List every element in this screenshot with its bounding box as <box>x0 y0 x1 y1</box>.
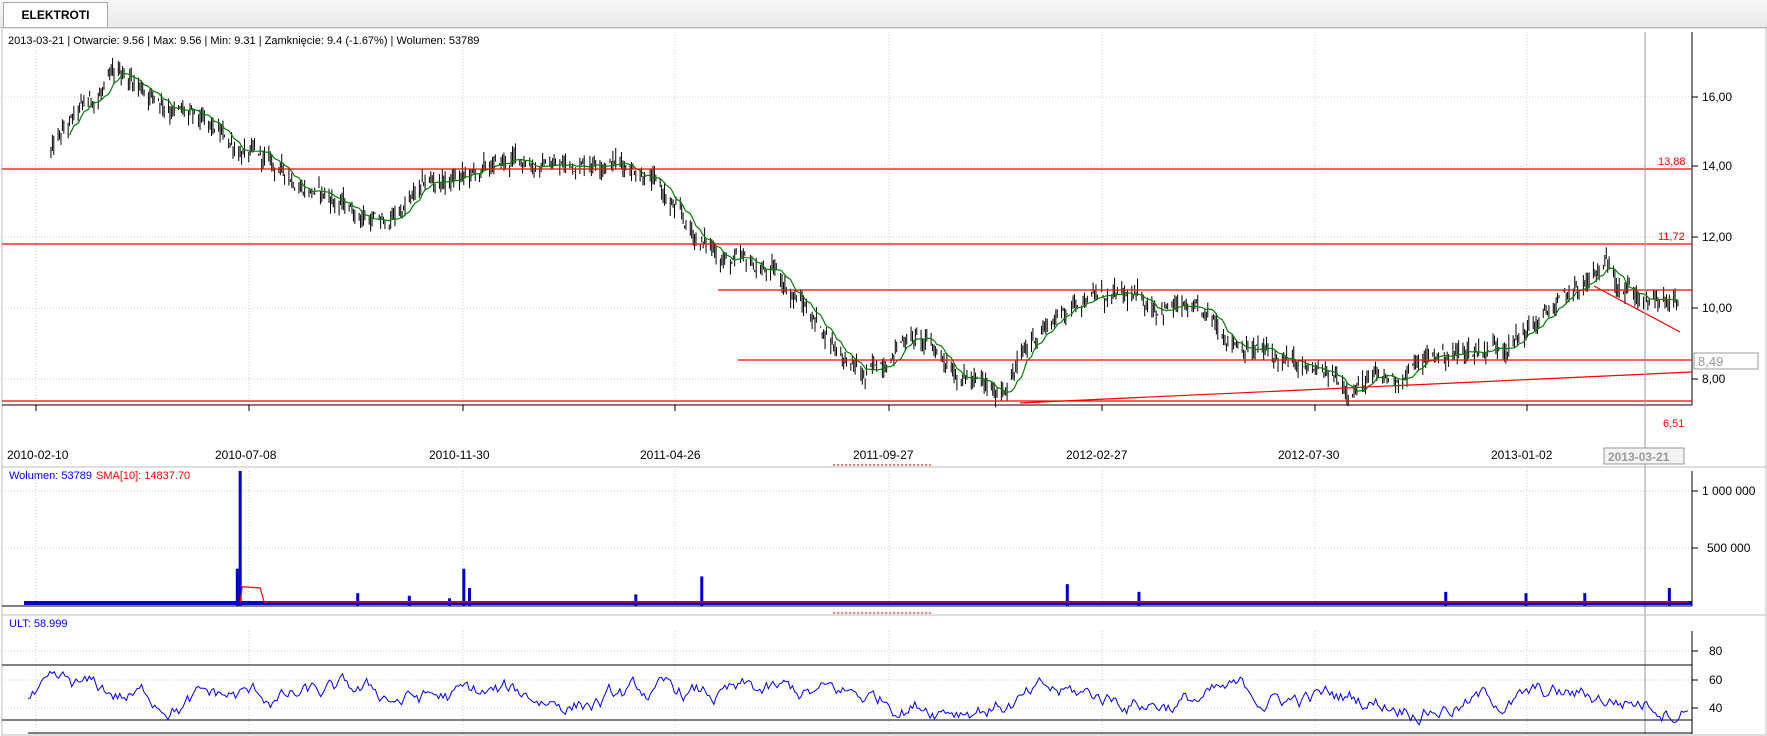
volume-bar <box>700 576 704 606</box>
price-sma-line <box>69 72 1679 393</box>
volume-bar <box>238 471 242 606</box>
volume-bar <box>356 593 360 606</box>
ult-line <box>27 670 1689 726</box>
volume-bar <box>1065 584 1069 606</box>
volume-bar <box>468 588 472 606</box>
volume-tick-500000: 500 000 <box>1707 541 1751 555</box>
cursor-date-label: 2013-03-21 <box>1608 450 1670 464</box>
ult-tick-80: 80 <box>1709 644 1723 658</box>
price-y-ticks: 16,00 14,00 12,00 10,00 8,00 <box>1692 90 1732 386</box>
volume-bar <box>235 568 239 606</box>
x-label-2013-01-02: 2013-01-02 <box>1491 448 1553 462</box>
level-label-6-51: 6,51 <box>1663 418 1684 430</box>
volume-bar <box>1524 593 1528 606</box>
volume-baseline-bars <box>24 601 1692 605</box>
price-tick-12: 12,00 <box>1702 230 1732 244</box>
x-axis-ticks <box>35 405 1528 411</box>
price-tick-8: 8,00 <box>1702 372 1726 386</box>
x-label-2010-11-30: 2010-11-30 <box>429 448 490 462</box>
volume-gridlines <box>2 471 1692 606</box>
volume-bar <box>1667 588 1671 606</box>
ult-tick-60: 60 <box>1709 673 1723 687</box>
volume-sma-info-label: SMA[10]: 14837.70 <box>96 470 190 482</box>
support-resistance-lines <box>2 168 1693 404</box>
volume-info-label: Wolumen: 53789 <box>9 470 92 482</box>
ult-info-label: ULT: 58.999 <box>9 618 68 630</box>
volume-bar <box>634 594 638 606</box>
price-tick-14: 14,00 <box>1702 159 1732 173</box>
x-label-2012-07-30: 2012-07-30 <box>1278 448 1340 462</box>
x-label-2011-04-26: 2011-04-26 <box>640 448 701 462</box>
ult-tick-40: 40 <box>1709 701 1723 715</box>
current-price-box <box>1693 352 1759 370</box>
volume-bar <box>462 568 466 606</box>
price-tick-16: 16,00 <box>1702 90 1732 104</box>
chart-frame <box>1 28 1767 736</box>
volume-bar <box>1444 591 1448 606</box>
level-label-13-88: 13,88 <box>1658 156 1686 168</box>
stock-chart[interactable]: 16,00 14,00 12,00 10,00 8,00 13,88 11,72… <box>0 28 1767 736</box>
x-label-2011-09-27: 2011-09-27 <box>853 448 914 462</box>
falling-trendline <box>1593 285 1681 333</box>
tab-elektroti[interactable]: ELEKTROTI <box>3 2 108 27</box>
x-label-2010-07-08: 2010-07-08 <box>215 448 277 462</box>
current-price-label: 8,49 <box>1698 354 1723 369</box>
level-label-11-72: 11,72 <box>1658 231 1685 243</box>
volume-tick-1000000: 1 000 000 <box>1702 484 1756 498</box>
cursor-date-box <box>1603 447 1685 465</box>
price-tick-10: 10,00 <box>1702 301 1732 315</box>
x-label-2012-02-27: 2012-02-27 <box>1066 448 1128 462</box>
volume-bar <box>407 595 411 606</box>
price-gridlines <box>2 32 1692 405</box>
volume-bars <box>24 471 1692 606</box>
x-label-2010-02-10: 2010-02-10 <box>7 448 69 462</box>
price-ohlc-bars <box>50 57 1679 408</box>
rising-trendline <box>1019 371 1693 404</box>
volume-bar <box>1137 591 1141 606</box>
ult-gridlines <box>2 631 1692 734</box>
volume-bar <box>1583 593 1587 606</box>
price-info-line: 2013-03-21 | Otwarcie: 9.56 | Max: 9.56 … <box>8 35 479 47</box>
volume-sma-line <box>239 586 1688 604</box>
tab-bar: ELEKTROTI <box>0 0 1767 28</box>
